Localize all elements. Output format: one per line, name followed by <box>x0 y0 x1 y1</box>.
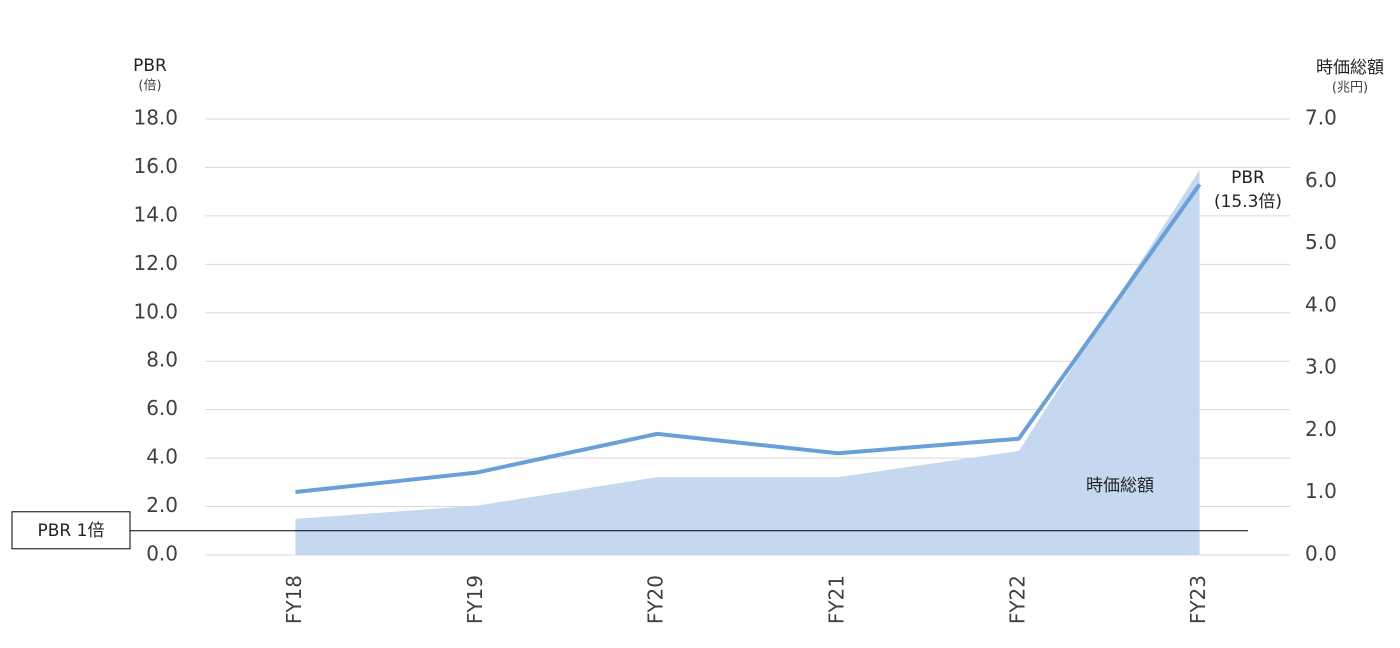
y2-tick-label: 5.0 <box>1305 230 1337 254</box>
y-tick-label: 4.0 <box>146 445 178 469</box>
y-axis-title: PBR <box>133 56 167 76</box>
line <box>295 183 1202 495</box>
y2-tick-label: 4.0 <box>1305 292 1337 316</box>
y-tick-label: 16.0 <box>133 154 178 178</box>
y2-tick-label: 7.0 <box>1305 106 1337 130</box>
x-tick-label: FY21 <box>824 575 848 624</box>
y2-tick-label: 3.0 <box>1305 355 1337 379</box>
area <box>295 170 1200 555</box>
y2-tick-label: 2.0 <box>1305 417 1337 441</box>
x-tick-label: FY22 <box>1005 575 1029 624</box>
y-tick-label: 12.0 <box>133 251 178 275</box>
area-label: 時価総額 <box>1086 476 1154 496</box>
y2-tick-label: 6.0 <box>1305 168 1337 192</box>
y-tick-label: 0.0 <box>146 542 178 566</box>
y-axis-unit: (倍) <box>138 79 161 94</box>
y-tick-label: 8.0 <box>146 348 178 372</box>
y-tick-label: 14.0 <box>133 202 178 226</box>
y-tick-label: 10.0 <box>133 299 178 323</box>
y-tick-label: 6.0 <box>146 396 178 420</box>
y2-axis-unit: (兆円) <box>1332 81 1368 96</box>
x-tick-label: FY23 <box>1186 575 1210 624</box>
line-annotation: (15.3倍) <box>1214 192 1282 212</box>
x-tick-label: FY19 <box>463 575 487 624</box>
y2-tick-label: 1.0 <box>1305 479 1337 503</box>
y2-axis-title: 時価総額 <box>1316 58 1384 78</box>
line-annotation: PBR <box>1231 168 1265 188</box>
y-tick-label: 18.0 <box>133 106 178 130</box>
reference-label: PBR 1倍 <box>38 521 105 541</box>
reference-box <box>11 511 131 550</box>
y-tick-label: 2.0 <box>146 493 178 517</box>
x-tick-label: FY20 <box>644 575 668 624</box>
y2-tick-label: 0.0 <box>1305 542 1337 566</box>
x-tick-label: FY18 <box>282 575 306 624</box>
